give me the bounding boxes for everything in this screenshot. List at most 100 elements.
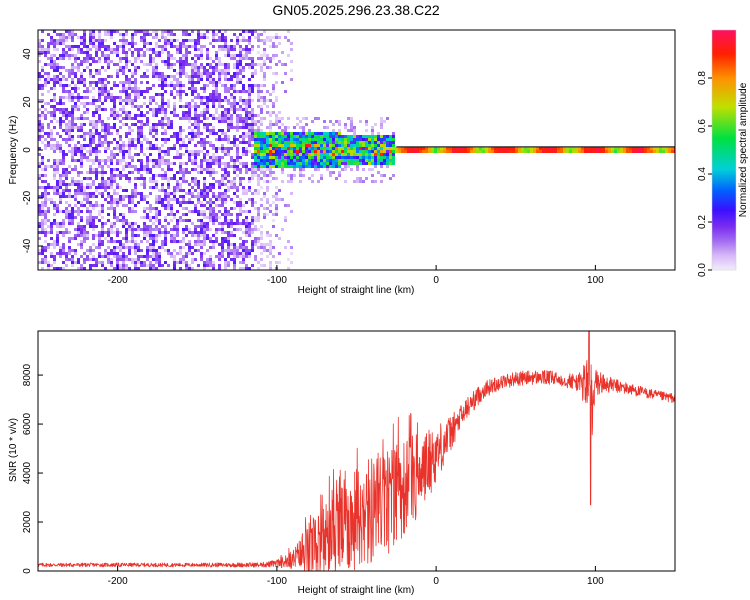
- spectrogram-cell: [209, 168, 212, 171]
- spectrogram-cell: [212, 267, 215, 270]
- spectrogram-cell: [209, 141, 212, 144]
- spectrogram-cell: [47, 72, 50, 75]
- spectrogram-cell: [197, 135, 200, 138]
- spectrogram-cell: [281, 51, 284, 54]
- spectrogram-cell: [164, 159, 167, 162]
- spectrogram-cell: [212, 144, 215, 147]
- spectrogram-cell: [374, 138, 377, 141]
- spectrogram-cell: [185, 33, 188, 36]
- spectrogram-cell: [107, 123, 110, 126]
- spectrogram-cell: [524, 150, 527, 153]
- spectrogram-cell: [362, 168, 365, 171]
- spectrogram-cell: [134, 114, 137, 117]
- spectrogram-cell: [239, 54, 242, 57]
- spectrogram-cell: [200, 162, 203, 165]
- spectrogram-cell: [80, 81, 83, 84]
- spectrogram-cell: [188, 39, 191, 42]
- spectrogram-cell: [140, 81, 143, 84]
- spectrogram-cell: [104, 60, 107, 63]
- spectrogram-cell: [302, 156, 305, 159]
- spectrogram-cell: [47, 198, 50, 201]
- spectrogram-cell: [104, 93, 107, 96]
- spectrogram-cell: [344, 138, 347, 141]
- spectrogram-cell: [338, 141, 341, 144]
- spectrogram-cell: [68, 57, 71, 60]
- spectrogram-cell: [62, 33, 65, 36]
- spectrogram-cell: [74, 60, 77, 63]
- spectrogram-cell: [128, 240, 131, 243]
- spectrogram-cell: [212, 93, 215, 96]
- spectrogram-cell: [110, 33, 113, 36]
- spectrogram-cell: [173, 84, 176, 87]
- spectrogram-cell: [146, 87, 149, 90]
- spectrogram-cell: [86, 258, 89, 261]
- spectrogram-cell: [167, 117, 170, 120]
- spectrogram-cell: [176, 150, 179, 153]
- spectrogram-cell: [200, 255, 203, 258]
- spectrogram-cell: [92, 96, 95, 99]
- spectrogram-cell: [140, 90, 143, 93]
- spectrogram-cell: [65, 132, 68, 135]
- spectrogram-cell: [182, 153, 185, 156]
- spectrogram-cell: [209, 144, 212, 147]
- spectrogram-cell: [116, 246, 119, 249]
- spectrogram-cell: [68, 99, 71, 102]
- spectrogram-cell: [140, 120, 143, 123]
- spectrogram-cell: [62, 183, 65, 186]
- spectrogram-cell: [245, 111, 248, 114]
- spectrogram-cell: [44, 258, 47, 261]
- spectrogram-cell: [245, 45, 248, 48]
- spectrogram-cell: [350, 141, 353, 144]
- spectrogram-cell: [101, 84, 104, 87]
- spectrogram-cell: [323, 138, 326, 141]
- spectrogram-cell: [137, 105, 140, 108]
- spectrogram-cell: [287, 240, 290, 243]
- spectrogram-cell: [155, 75, 158, 78]
- spectrogram-cell: [335, 177, 338, 180]
- spectrogram-cell: [179, 138, 182, 141]
- spectrogram-cell: [191, 252, 194, 255]
- spectrogram-cell: [242, 210, 245, 213]
- spectrogram-cell: [116, 114, 119, 117]
- spectrogram-cell: [251, 204, 254, 207]
- spectrogram-cell: [200, 243, 203, 246]
- spectrogram-cell: [170, 39, 173, 42]
- spectrogram-cell: [137, 126, 140, 129]
- spectrogram-cell: [191, 258, 194, 261]
- spectrogram-cell: [338, 165, 341, 168]
- spectrogram-cell: [218, 117, 221, 120]
- spectrogram-cell: [227, 252, 230, 255]
- spectrogram-cell: [329, 162, 332, 165]
- spectrogram-cell: [221, 84, 224, 87]
- spectrogram-cell: [257, 138, 260, 141]
- spectrogram-cell: [251, 165, 254, 168]
- spectrogram-cell: [383, 138, 386, 141]
- spectrogram-cell: [179, 165, 182, 168]
- spectrogram-cell: [590, 147, 593, 150]
- spectrogram-cell: [188, 126, 191, 129]
- spectrogram-cell: [464, 147, 467, 150]
- spectrogram-cell: [566, 150, 569, 153]
- spectrogram-cell: [62, 252, 65, 255]
- spectrogram-cell: [71, 159, 74, 162]
- spectrogram-cell: [341, 168, 344, 171]
- spectrogram-cell: [227, 261, 230, 264]
- spectrogram-cell: [257, 39, 260, 42]
- spectrogram-cell: [188, 141, 191, 144]
- spectrogram-cell: [65, 189, 68, 192]
- spectrogram-cell: [134, 117, 137, 120]
- spectrogram-cell: [50, 198, 53, 201]
- spectrogram-cell: [95, 159, 98, 162]
- spectrogram-cell: [524, 147, 527, 150]
- spectrogram-cell: [149, 231, 152, 234]
- spectrogram-cell: [200, 132, 203, 135]
- spectrogram-cell: [116, 186, 119, 189]
- spectrogram-cell: [53, 171, 56, 174]
- spectrogram-cell: [161, 120, 164, 123]
- spectrogram-cell: [296, 135, 299, 138]
- spectrogram-cell: [215, 57, 218, 60]
- spectrogram-cell: [245, 240, 248, 243]
- spectrogram-cell: [362, 135, 365, 138]
- spectrogram-cell: [272, 141, 275, 144]
- spectrogram-cell: [38, 129, 41, 132]
